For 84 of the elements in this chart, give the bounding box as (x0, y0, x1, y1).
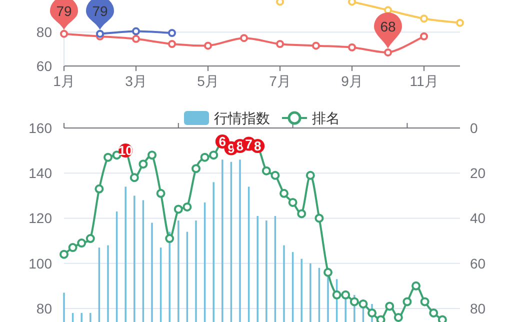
point (348, 43, 356, 52)
y2-tick-label: 80 (470, 300, 486, 316)
point (168, 40, 176, 48)
x-tick-label: 1月 (53, 73, 75, 89)
point (60, 30, 68, 38)
point (200, 152, 210, 162)
pin: 68 (374, 12, 402, 48)
point (270, 170, 280, 180)
point (314, 214, 324, 223)
data-label: 8 (254, 138, 262, 154)
point (77, 238, 86, 248)
point (350, 297, 359, 306)
point (192, 164, 200, 174)
point (341, 290, 350, 300)
point (156, 188, 166, 198)
point (394, 312, 403, 322)
point (68, 243, 78, 252)
annotation: 68 (380, 18, 396, 34)
y-tick-label: 80 (36, 300, 52, 316)
x-tick-label: 9月 (341, 73, 363, 89)
point (412, 281, 420, 290)
point (165, 234, 174, 244)
point (402, 297, 412, 306)
point (324, 268, 332, 277)
legend-label: 行情指数 (214, 110, 270, 126)
point (358, 299, 368, 308)
point (438, 315, 447, 322)
point (376, 315, 386, 322)
point (280, 188, 288, 198)
point (297, 209, 306, 218)
data-label: 7 (245, 136, 252, 152)
point (168, 29, 176, 37)
point (312, 42, 320, 50)
y-tick-label: 160 (28, 120, 52, 136)
point (276, 40, 284, 48)
y-tick-label: 100 (28, 255, 52, 272)
point (420, 14, 428, 23)
y-tick-label: 60 (36, 58, 52, 74)
point (204, 42, 212, 50)
pin: 79 (50, 0, 78, 30)
annotation: 79 (56, 3, 72, 19)
x-tick-label: 7月 (269, 73, 291, 89)
x-tick-label: 3月 (125, 73, 147, 89)
point (288, 198, 298, 207)
y-tick-label: 120 (28, 210, 52, 226)
legend-label: 排名 (312, 110, 340, 126)
point (384, 48, 392, 56)
y2-tick-label: 20 (470, 165, 486, 182)
point (240, 34, 248, 42)
point (174, 204, 183, 214)
point (104, 152, 112, 162)
data-label: 10 (118, 143, 133, 158)
point (456, 18, 464, 27)
point (86, 234, 95, 244)
y-tick-label: 140 (28, 165, 52, 182)
y2-tick-label: 60 (470, 255, 486, 272)
pin: 79 (86, 0, 114, 30)
point (306, 170, 315, 180)
point (138, 160, 148, 169)
point (429, 308, 438, 318)
point (148, 150, 156, 160)
y2-tick-label: 0 (470, 120, 478, 136)
point (96, 30, 104, 38)
x-tick-label: 11月 (410, 73, 438, 89)
y-tick-label: 80 (36, 24, 52, 40)
point (420, 32, 428, 40)
point (130, 173, 139, 182)
point (276, 0, 284, 6)
point (420, 297, 430, 306)
point (209, 150, 218, 160)
point (368, 308, 376, 318)
y2-tick-label: 40 (470, 210, 486, 226)
point (262, 166, 271, 176)
x-tick-label: 5月 (197, 73, 219, 89)
point (60, 250, 68, 259)
point (132, 34, 140, 43)
point (182, 202, 192, 212)
data-label: 6 (218, 134, 226, 150)
point (385, 302, 394, 311)
point (94, 184, 104, 194)
point (332, 290, 342, 300)
point (132, 27, 140, 36)
point (348, 0, 356, 6)
annotation: 79 (92, 3, 108, 19)
